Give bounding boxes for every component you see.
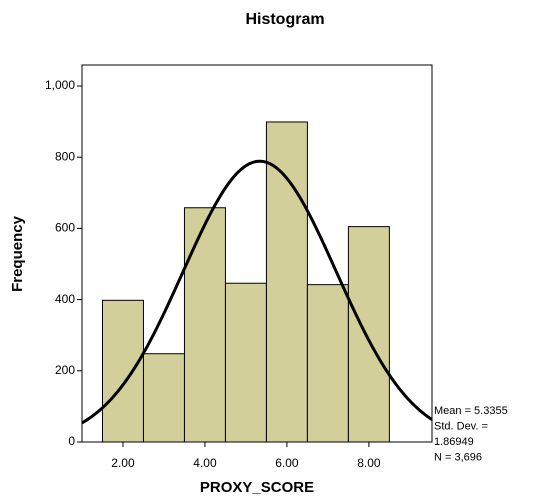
y-tick-label: 0 — [68, 434, 75, 448]
bar — [142, 353, 185, 443]
stats-label: N = 3,696 — [434, 451, 482, 463]
y-axis-label: Frequency — [9, 215, 26, 292]
y-tick-label: 800 — [55, 149, 75, 163]
plot-frame — [81, 64, 433, 443]
bar — [265, 121, 308, 443]
bar — [347, 226, 390, 443]
normal-curve — [82, 159, 432, 425]
stats-label: Mean = 5.3355 — [434, 405, 508, 417]
bar — [306, 284, 349, 443]
y-tick-label: 600 — [55, 221, 75, 235]
x-tick-label: 6.00 — [275, 456, 299, 470]
bar — [224, 282, 267, 443]
x-axis-label: PROXY_SCORE — [200, 479, 314, 496]
x-tick-label: 4.00 — [193, 456, 217, 470]
y-tick-label: 200 — [55, 363, 75, 377]
stats-label: Std. Dev. = — [434, 420, 488, 432]
x-tick-label: 2.00 — [111, 456, 135, 470]
chart-title: Histogram — [245, 11, 324, 28]
bar — [101, 299, 144, 443]
stats-label: 1.86949 — [434, 436, 474, 448]
y-tick-label: 1,000 — [45, 78, 75, 92]
x-tick-label: 8.00 — [357, 456, 381, 470]
bar — [183, 207, 226, 443]
y-tick-label: 400 — [55, 292, 75, 306]
